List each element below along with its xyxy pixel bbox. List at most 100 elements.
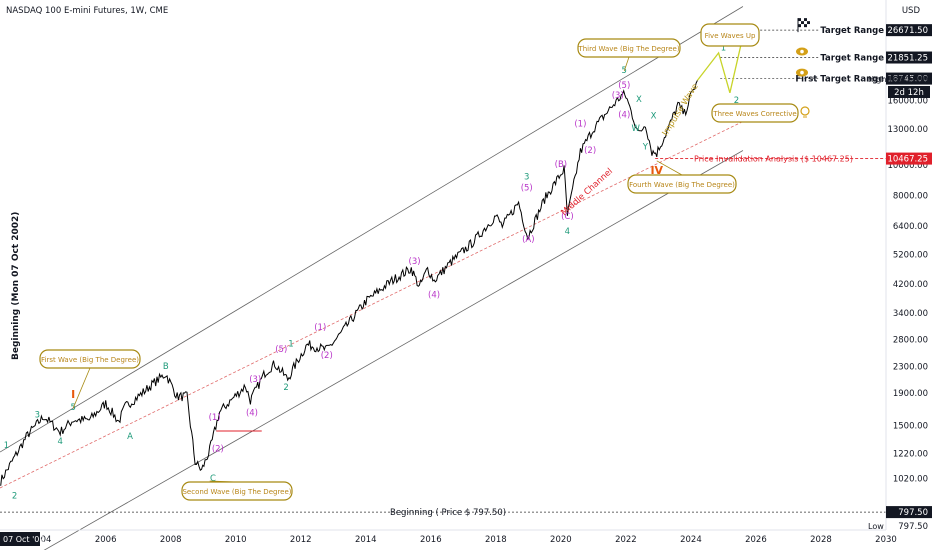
x-tick-label: 2008 — [160, 535, 182, 545]
flag-cell — [804, 18, 807, 22]
beginning-label: Beginning ( Price $ 797.50) — [390, 508, 506, 518]
annotation-box — [627, 174, 737, 194]
x-tick-label: 2024 — [680, 535, 702, 545]
time-axis[interactable]: 2004 2006 2008 2010 2012 2014 2016 2018 2020 2022… — [0, 529, 897, 546]
wave-label: 1 — [288, 340, 293, 350]
wave-label: (5) — [521, 183, 533, 193]
flag-cell — [798, 18, 801, 22]
price-line — [0, 80, 698, 486]
wave-label: (B) — [555, 160, 567, 170]
first-date-tag — [0, 532, 40, 546]
x-tick-label: 2030 — [875, 535, 897, 545]
wave-label: 1 — [721, 43, 726, 53]
annotation-box — [577, 38, 681, 58]
wave-label: (5) — [275, 345, 287, 355]
y-tick-label: 4200.00 — [893, 280, 928, 290]
wave-label: (2) — [321, 351, 333, 361]
annotation-text: Third Wave (Big The Degree) — [577, 45, 679, 53]
x-tick-label: 2004 — [30, 535, 52, 545]
wave-label: A — [127, 432, 133, 442]
y-tick-label: 13000.00 — [887, 125, 928, 135]
wave-label: (1) — [574, 120, 586, 130]
wave-label: 3 — [524, 172, 529, 182]
flag-cell — [804, 21, 807, 25]
y-tick-label: 8000.00 — [893, 191, 928, 201]
target-range-label: Target Range — [820, 26, 884, 36]
high-value: 18709.00 — [887, 75, 928, 85]
y-tick-label: 1220.00 — [893, 450, 928, 460]
x-tick-label: 2006 — [95, 535, 117, 545]
reference-lines: Price Invalidation Analysis ($ 10467.25)… — [0, 18, 886, 518]
y-tick-label: 3400.00 — [893, 309, 928, 319]
annotation-text: First Wave (Big The Degree) — [41, 356, 139, 364]
wave-label: (5) — [618, 81, 630, 91]
target-range-label: First Target Range — [795, 75, 884, 85]
y-tick-label: 6400.00 — [893, 222, 928, 232]
lightbulb-icon — [800, 106, 810, 116]
annotation-text: Three Waves Corrective — [712, 110, 796, 118]
y-tick-label: 1020.00 — [893, 474, 928, 484]
annotation-connector — [656, 160, 683, 176]
annotation-box — [711, 103, 799, 123]
countdown-value: 2d 12h — [894, 88, 924, 98]
wave-label: 2 — [734, 96, 739, 106]
annotations: First Wave (Big The Degree) Second Wave (… — [39, 23, 810, 501]
low-label: Low — [868, 522, 884, 531]
y-axis-title: Beginning (Mon 07 Oct 2002) — [11, 212, 21, 360]
wave-label: C — [210, 474, 216, 484]
wave-label: W — [631, 124, 640, 134]
y-tick-label: 1500.00 — [893, 421, 928, 431]
x-tick-label: 2028 — [810, 535, 832, 545]
price-series — [0, 80, 698, 486]
chart-title: NASDAQ 100 E-mini Futures, 1W, CME — [6, 6, 169, 16]
y-tick-label: 1900.00 — [893, 389, 928, 399]
x-tick-label: 2020 — [550, 535, 572, 545]
annotation-text: Second Wave (Big The Degree) — [182, 488, 291, 496]
high-label: High — [868, 75, 886, 84]
flag-cell — [807, 21, 810, 25]
target-price-value: 18745.00 — [887, 75, 928, 85]
projection-path — [696, 36, 744, 93]
target-price-tag — [886, 72, 932, 85]
flag-cell — [801, 24, 804, 28]
wave-label: 5 — [622, 66, 627, 76]
annotation-connector — [623, 56, 630, 72]
x-tick-label: 2022 — [615, 535, 637, 545]
flag-cell — [798, 21, 801, 25]
middle-channel-line — [0, 121, 744, 489]
x-tick-label: 2018 — [485, 535, 507, 545]
wave-label: Y — [642, 142, 649, 152]
wave-label: (C) — [561, 212, 574, 222]
low-value: 797.50 — [898, 522, 928, 532]
wave-label: (2) — [212, 444, 224, 454]
annotation-connector — [72, 367, 91, 409]
x-tick-label: 2010 — [225, 535, 247, 545]
x-tick-label: 2012 — [290, 535, 312, 545]
annotation-box — [181, 481, 293, 501]
invalidation-label: Price Invalidation Analysis ($ 10467.25) — [694, 155, 853, 164]
x-tick-label: 2026 — [745, 535, 767, 545]
flag-cell — [804, 24, 807, 28]
target-price-tag — [886, 24, 932, 37]
annotation-box — [39, 349, 141, 369]
wave-label: (1) — [314, 323, 326, 333]
wave-label: (4) — [618, 111, 630, 121]
wave-label: B — [163, 362, 169, 372]
wave-label: X — [651, 112, 657, 122]
wave-label: (4) — [246, 409, 258, 419]
invalidation-tag — [886, 152, 932, 165]
price-axis[interactable]: 16000.0013000.0010000.008000.006400.0052… — [11, 0, 932, 550]
flag-cell — [801, 21, 804, 25]
countdown-tag — [888, 85, 930, 98]
upper-channel-line — [0, 6, 744, 453]
flag-cell — [807, 18, 810, 22]
wave-label: IV — [650, 164, 663, 177]
annotation-box — [700, 23, 760, 47]
eye-icon — [800, 49, 804, 54]
wave-label: (3) — [409, 257, 421, 267]
wave-label: 2 — [12, 492, 17, 502]
y-tick-label: 10000.00 — [887, 161, 928, 171]
x-tick-label: 2014 — [355, 535, 377, 545]
